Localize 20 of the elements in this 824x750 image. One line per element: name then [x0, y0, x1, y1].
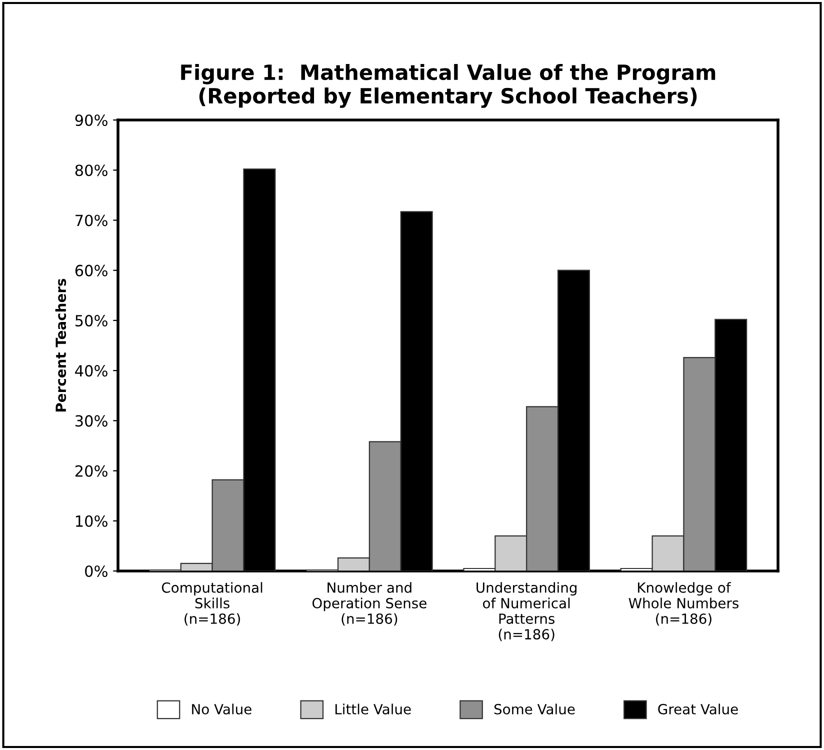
x-tick-label: Computational Skills (n=186) [162, 582, 262, 626]
y-tick-label: 20% [75, 465, 108, 477]
y-tick-label: 10% [76, 515, 108, 527]
y-tick-label: 60% [75, 264, 108, 276]
y-tick-label: 40% [75, 365, 108, 377]
chart-title: Figure 1: Mathematical Value of the Program (Reported by Elementary School Teachers) [181, 64, 716, 108]
y-tick-label: 50% [76, 314, 108, 326]
legend-label: Little Value [335, 704, 411, 714]
y-tick-label: 90% [75, 114, 108, 126]
x-tick-label: Understanding of Numerical Patterns (n=186) [476, 582, 576, 642]
y-axis-title: Percent Teachers [55, 278, 66, 412]
y-tick-label: 30% [75, 415, 108, 427]
y-tick-label: 70% [76, 214, 108, 226]
legend-label: No Value [192, 704, 252, 714]
y-tick-label: 80% [75, 164, 108, 176]
legend-label: Great Value [658, 704, 738, 714]
x-tick-label: Number and Operation Sense (n=186) [312, 582, 426, 626]
legend-label: Some Value [494, 704, 575, 714]
y-tick-label: 0% [85, 565, 108, 578]
x-tick-label: Knowledge of Whole Numbers (n=186) [628, 582, 738, 626]
